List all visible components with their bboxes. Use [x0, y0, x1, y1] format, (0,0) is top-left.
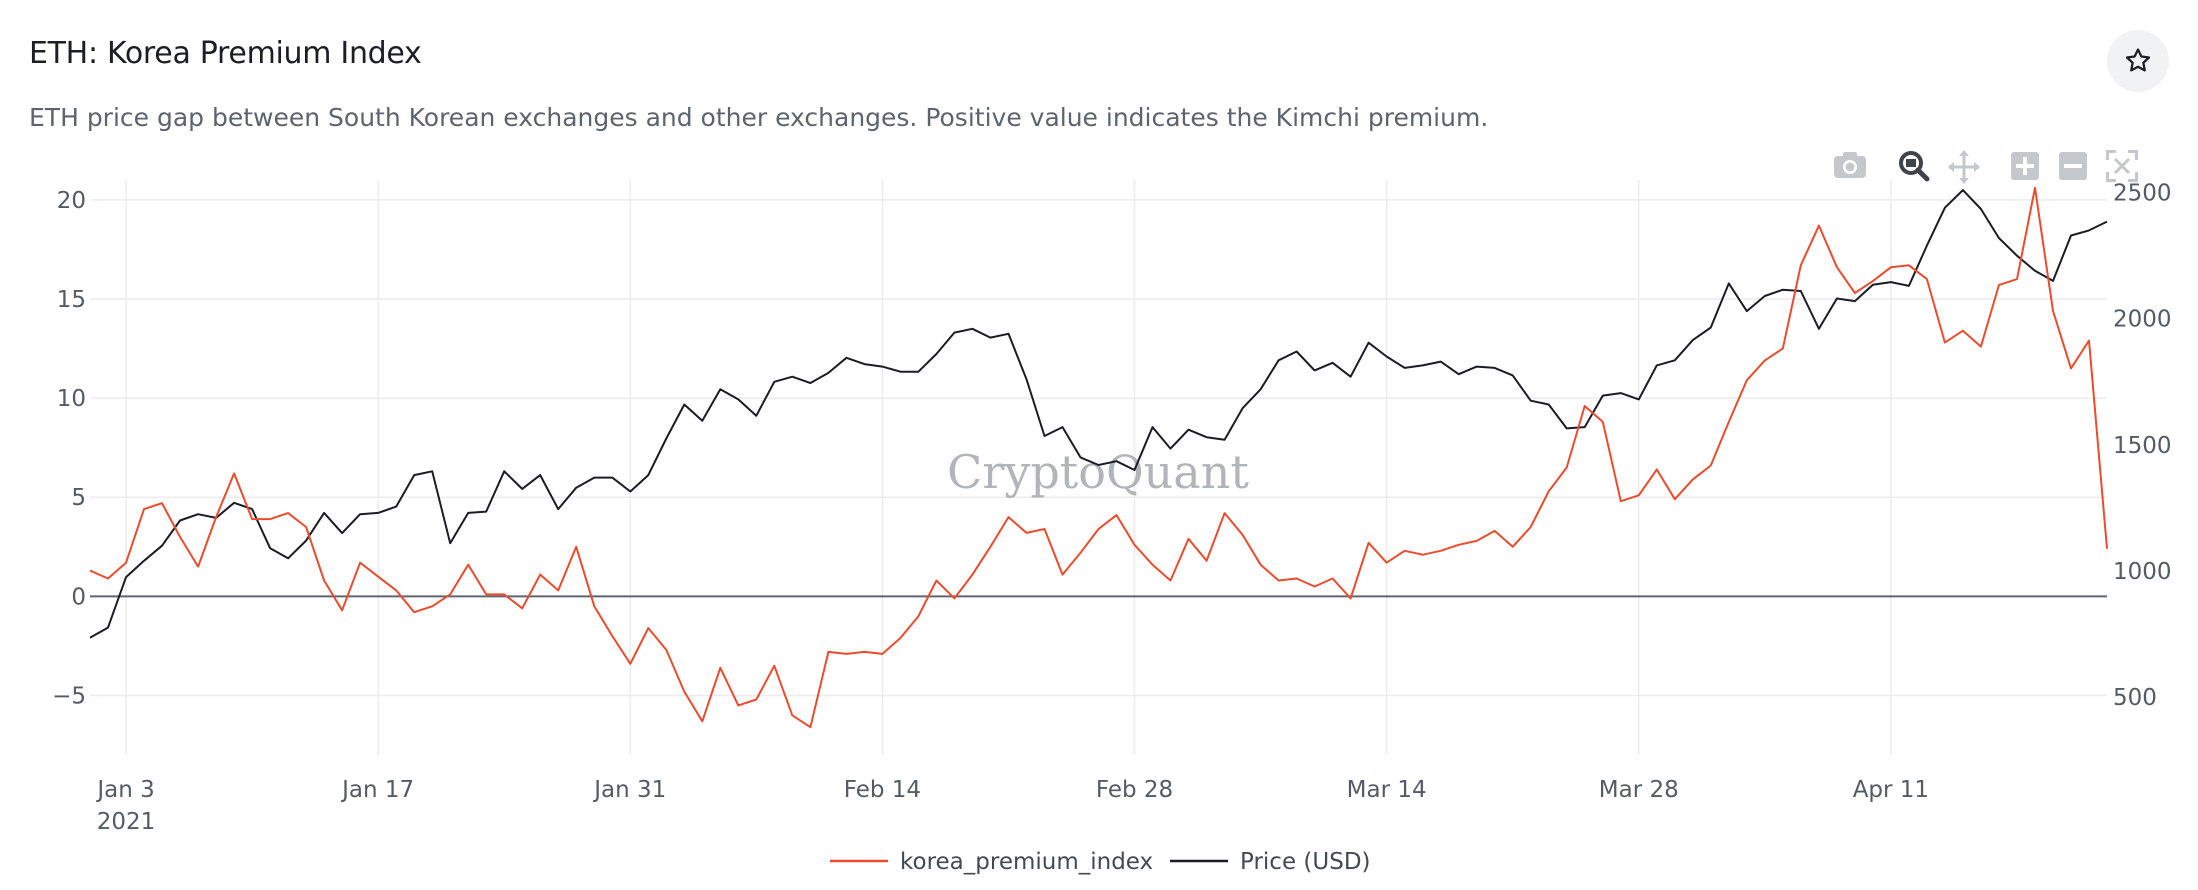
- legend-label-price: Price (USD): [1240, 849, 1371, 875]
- camera-icon[interactable]: [1834, 152, 1866, 178]
- zoom-out-icon[interactable]: [2059, 152, 2087, 180]
- star-icon: [2125, 48, 2151, 72]
- zoom-in-icon[interactable]: [2011, 152, 2039, 180]
- y-left-tick-label: 20: [57, 188, 86, 214]
- y-right-tick-label: 1000: [2113, 559, 2172, 585]
- x-tick-label: Feb 14: [844, 777, 921, 803]
- legend-item-price[interactable]: Price (USD): [1170, 849, 1371, 875]
- y-left-tick-label: 15: [57, 287, 86, 313]
- y-left-tick-label: −5: [52, 684, 86, 710]
- legend-label-premium: korea_premium_index: [900, 849, 1153, 875]
- korea-premium-index-line: [89, 186, 2108, 729]
- x-tick-label: Apr 11: [1853, 777, 1929, 803]
- chart-title: ETH: Korea Premium Index: [29, 36, 422, 71]
- y-right-tick-label: 500: [2113, 685, 2157, 711]
- x-tick-label: Mar 14: [1347, 777, 1427, 803]
- x-tick-label: Feb 28: [1096, 777, 1173, 803]
- x-tick-label: Jan 31: [592, 777, 666, 803]
- cryptoquant-watermark: CryptoQuant: [947, 445, 1249, 499]
- legend: korea_premium_index Price (USD): [830, 849, 1371, 875]
- price-usd-line: [89, 189, 2108, 639]
- y-left-tick-label: 10: [57, 386, 86, 412]
- zoom-icon[interactable]: [1899, 151, 1930, 182]
- legend-item-premium[interactable]: korea_premium_index: [830, 849, 1153, 875]
- series-layer: [89, 186, 2108, 729]
- x-tick-label: Mar 28: [1599, 777, 1679, 803]
- autoscale-icon[interactable]: [2106, 150, 2138, 182]
- pan-icon[interactable]: [1948, 150, 1980, 184]
- y-left-tick-label: 5: [71, 485, 86, 511]
- y-right-tick-label: 2500: [2113, 181, 2172, 207]
- y-right-tick-label: 2000: [2113, 307, 2172, 333]
- y-right-tick-label: 1500: [2113, 433, 2172, 459]
- chart-description: ETH price gap between South Korean excha…: [29, 103, 1489, 132]
- x-tick-label: Jan 17: [340, 777, 414, 803]
- modebar: [1834, 150, 2138, 184]
- y-left-tick-label: 0: [71, 584, 86, 610]
- favorite-button[interactable]: [2107, 30, 2169, 92]
- axis-labels: −5 0 5 10 15 20 500 1000 1500 2000 2500 Jan 3 2021 Ja…: [52, 181, 2171, 835]
- x-tick-sublabel: 2021: [97, 809, 156, 835]
- x-tick-label: Jan 3: [95, 777, 154, 803]
- grid-layer: [90, 180, 2107, 755]
